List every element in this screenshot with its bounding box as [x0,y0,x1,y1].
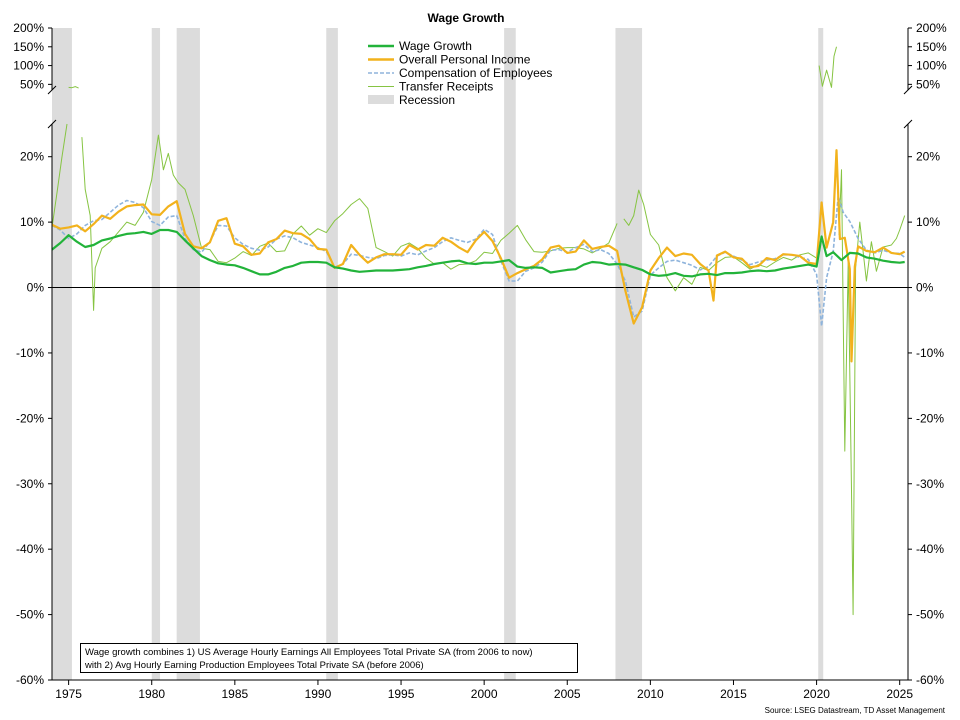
series-line-transfer-receipts [51,46,906,616]
y-tick-label-left: -40% [16,542,44,556]
y-tick-label-left: -20% [16,411,44,425]
y-tick-label-left: -30% [16,477,44,491]
x-tick-label: 2010 [637,687,664,701]
y-tick-label-right: -50% [916,608,944,622]
x-tick-label: 1995 [388,687,415,701]
y-tick-label-right: 0% [916,281,934,295]
legend-label: Wage Growth [399,39,472,53]
chart-title: Wage Growth [428,11,505,25]
y-tick-label-right: 20% [916,150,940,164]
recession-band [326,28,338,680]
y-tick-label-left: 0% [27,281,45,295]
y-tick-label-left: 10% [20,215,44,229]
legend-label: Transfer Receipts [399,80,493,94]
x-tick-label: 1985 [221,687,248,701]
y-tick-label-left: 20% [20,150,44,164]
x-tick-label: 2005 [554,687,581,701]
legend-swatch-recession [368,95,394,104]
axis-break-mark [903,119,913,129]
note-line-2: with 2) Avg Hourly Earning Production Em… [85,660,424,671]
y-tick-label-right: 200% [916,21,947,35]
x-tick-label: 1990 [305,687,332,701]
y-tick-label-right: -60% [916,673,944,687]
y-tick-label-right: 100% [916,59,947,73]
recession-band [52,28,72,680]
legend-label: Compensation of Employees [399,66,552,80]
x-tick-label: 2025 [886,687,913,701]
recession-band [176,28,200,680]
x-tick-label: 1980 [138,687,165,701]
y-tick-label-right: 10% [916,215,940,229]
source-note: Source: LSEG Datastream, TD Asset Manage… [764,706,945,715]
recession-band [151,28,161,680]
axis-break-mark [47,119,57,129]
y-tick-label-left: -50% [16,608,44,622]
legend-label: Overall Personal Income [399,53,531,67]
methodology-note: Wage growth combines 1) US Average Hourl… [80,643,578,673]
y-tick-label-left: -10% [16,346,44,360]
y-tick-label-left: -60% [16,673,44,687]
series-line-overall-personal-income [51,149,906,363]
x-tick-label: 2020 [803,687,830,701]
y-tick-label-right: -20% [916,411,944,425]
recession-band [818,28,824,680]
recession-band [504,28,516,680]
y-tick-label-right: 50% [916,77,940,91]
y-tick-label-right: -30% [916,477,944,491]
y-tick-label-left: 100% [13,59,44,73]
y-tick-label-left: 150% [13,40,44,54]
x-tick-label: 2015 [720,687,747,701]
y-tick-label-right: 150% [916,40,947,54]
axis-break-mark [47,85,57,95]
y-tick-label-left: 200% [13,21,44,35]
y-tick-label-left: 50% [20,77,44,91]
note-line-1: Wage growth combines 1) US Average Hourl… [85,647,533,658]
legend-label: Recession [399,93,455,107]
y-tick-label-right: -10% [916,346,944,360]
axis-break-mark [903,85,913,95]
y-tick-label-right: -40% [916,542,944,556]
series-line-wage-growth [51,228,905,278]
x-tick-label: 1975 [55,687,82,701]
x-tick-label: 2000 [471,687,498,701]
recession-band [615,28,643,680]
